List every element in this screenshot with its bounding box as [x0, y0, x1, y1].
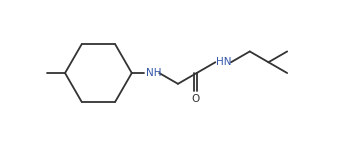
Text: HN: HN — [216, 57, 232, 67]
Text: O: O — [192, 94, 200, 104]
Text: NH: NH — [146, 68, 161, 78]
